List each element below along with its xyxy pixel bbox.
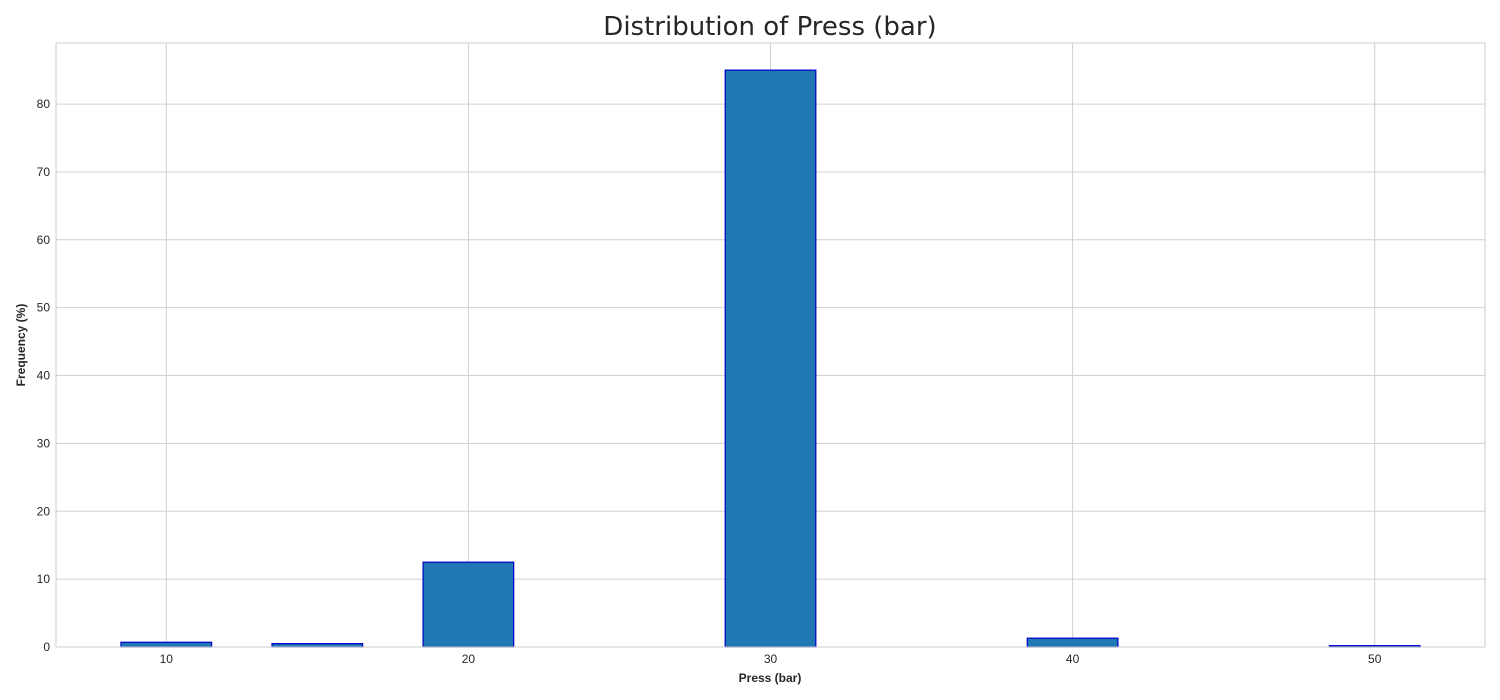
histogram-bar: [271, 643, 364, 648]
x-tick-label: 30: [764, 652, 778, 666]
y-tick-label: 0: [43, 640, 50, 654]
x-tick-labels: 10 20 30 40 50: [160, 652, 1382, 666]
y-tick-label: 20: [37, 504, 51, 518]
y-tick-label: 40: [37, 369, 51, 383]
y-tick-label: 50: [37, 301, 51, 315]
plot-frame: [55, 42, 1486, 648]
y-tick-labels: 0 10 20 30 40 50 60 70 80: [37, 97, 51, 654]
histogram-bar: [1026, 637, 1119, 648]
histogram-bar: [724, 69, 817, 648]
x-tick-label: 10: [160, 652, 174, 666]
x-tick-label: 50: [1368, 652, 1382, 666]
y-tick-label: 70: [37, 165, 51, 179]
x-tick-label: 40: [1066, 652, 1080, 666]
chart-title: Distribution of Press (bar): [603, 12, 936, 42]
x-axis-label: Press (bar): [739, 671, 802, 685]
y-tick-label: 10: [37, 572, 51, 586]
histogram-bar: [422, 561, 515, 648]
y-tick-label: 30: [37, 436, 51, 450]
y-axis-label: Frequency (%): [14, 304, 28, 387]
histogram-bar: [120, 641, 213, 648]
y-tick-label: 80: [37, 97, 51, 111]
y-tick-label: 60: [37, 233, 51, 247]
bars: [120, 69, 1421, 648]
x-tick-label: 20: [462, 652, 476, 666]
